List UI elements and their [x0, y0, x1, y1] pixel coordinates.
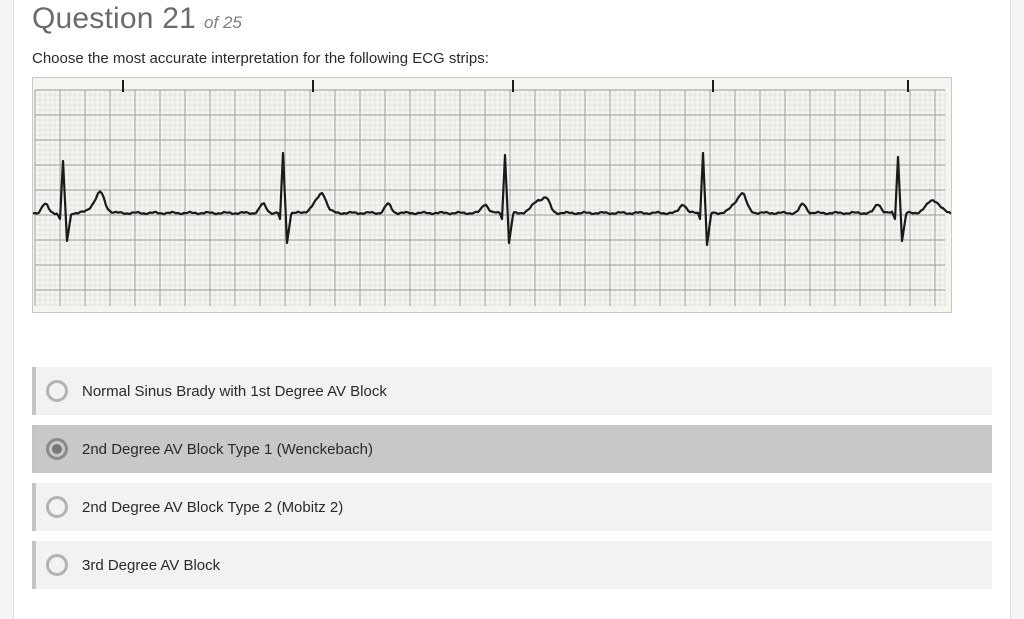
question-prompt: Choose the most accurate interpretation …	[32, 50, 992, 67]
answer-option[interactable]: 2nd Degree AV Block Type 1 (Wenckebach)	[32, 425, 992, 473]
answer-option-label: 2nd Degree AV Block Type 1 (Wenckebach)	[82, 441, 373, 458]
answer-option[interactable]: 3rd Degree AV Block	[32, 541, 992, 589]
question-total: 25	[223, 13, 242, 32]
question-title-prefix: Question	[32, 2, 154, 35]
answer-option[interactable]: 2nd Degree AV Block Type 2 (Mobitz 2)	[32, 483, 992, 531]
radio-icon	[46, 496, 68, 518]
ecg-svg	[33, 78, 952, 313]
question-number: 21	[162, 2, 196, 35]
answer-option[interactable]: Normal Sinus Brady with 1st Degree AV Bl…	[32, 367, 992, 415]
question-header: Question 21 of 25	[32, 0, 992, 36]
question-card: Question 21 of 25 Choose the most accura…	[13, 0, 1011, 619]
radio-icon	[46, 380, 68, 402]
answer-option-label: 2nd Degree AV Block Type 2 (Mobitz 2)	[82, 499, 343, 516]
question-title: Question 21	[32, 2, 196, 36]
ecg-strip-image	[32, 77, 952, 313]
radio-dot	[52, 444, 62, 454]
answer-option-label: 3rd Degree AV Block	[82, 557, 220, 574]
radio-icon	[46, 438, 68, 460]
of-word: of	[204, 13, 218, 32]
question-progress: of 25	[204, 13, 242, 33]
answer-option-label: Normal Sinus Brady with 1st Degree AV Bl…	[82, 383, 387, 400]
radio-icon	[46, 554, 68, 576]
answer-options: Normal Sinus Brady with 1st Degree AV Bl…	[32, 367, 992, 589]
